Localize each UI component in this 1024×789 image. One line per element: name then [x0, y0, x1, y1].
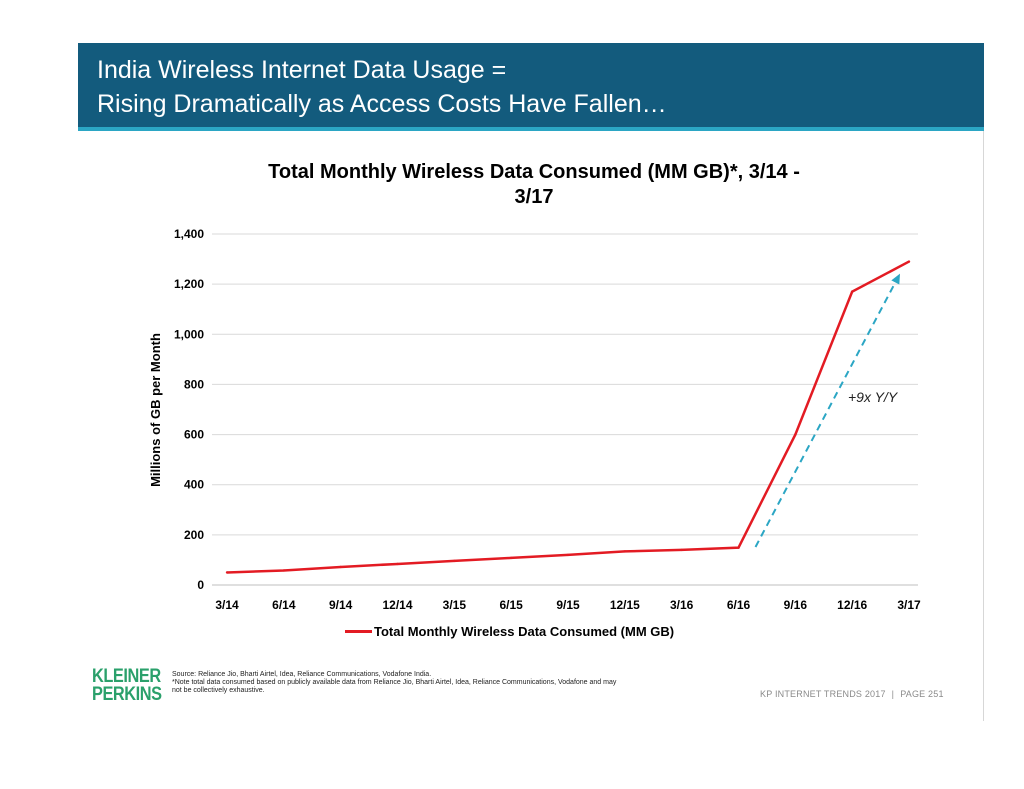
x-tick-label: 12/16	[837, 598, 867, 612]
source-line-3: not be collectively exhaustive.	[172, 687, 265, 694]
report-name: KP INTERNET TRENDS 2017	[760, 689, 886, 699]
footer-separator: |	[891, 689, 895, 699]
slide-title-line-1: India Wireless Internet Data Usage =	[97, 56, 507, 84]
kleiner-perkins-logo: KLEINER PERKINS	[92, 666, 162, 705]
growth-arrow	[754, 280, 898, 548]
source-line-2: *Note total data consumed based on publi…	[172, 679, 617, 686]
chart-title-line-2: 3/17	[514, 186, 554, 208]
chart-title: Total Monthly Wireless Data Consumed (MM…	[200, 160, 868, 210]
y-tick-label: 1,200	[174, 277, 204, 291]
chart-title-line-1: Total Monthly Wireless Data Consumed (MM…	[268, 161, 800, 183]
series-point	[225, 571, 229, 574]
series-point	[509, 556, 513, 560]
x-tick-label: 3/14	[215, 598, 239, 612]
y-tick-label: 1,000	[174, 327, 204, 341]
y-tick-label: 0	[197, 578, 204, 592]
y-tick-label: 800	[184, 377, 204, 391]
series-point	[282, 569, 286, 572]
y-tick-label: 600	[184, 428, 204, 442]
chart-gridlines	[212, 233, 918, 536]
series-points	[225, 260, 911, 574]
y-tick-label: 1,400	[174, 227, 204, 241]
x-tick-label: 3/17	[897, 598, 921, 612]
source-line-1: Source: Reliance Jio, Bharti Airtel, Ide…	[172, 671, 432, 678]
legend-swatch	[345, 630, 372, 633]
annotation-group: +9x Y/Y	[754, 273, 900, 548]
x-tick-label: 9/15	[556, 598, 580, 612]
x-tick-label: 3/15	[443, 598, 467, 612]
series-point	[737, 546, 740, 549]
x-tick-label: 6/16	[727, 598, 751, 612]
slide-header: India Wireless Internet Data Usage = Ris…	[78, 43, 984, 127]
series-line-wireless-data	[226, 260, 910, 574]
series-point	[623, 550, 627, 553]
x-tick-label: 6/14	[272, 598, 296, 612]
series-point	[850, 290, 854, 293]
header-accent-bar	[78, 127, 984, 131]
series-point	[907, 260, 911, 263]
legend-label: Total Monthly Wireless Data Consumed (MM…	[374, 624, 675, 639]
logo-line-2: PERKINS	[92, 684, 162, 705]
slide-title-line-2: Rising Dramatically as Access Costs Have…	[97, 90, 667, 118]
series-point	[396, 562, 399, 566]
y-tick-label: 200	[184, 528, 204, 542]
x-tick-label: 6/15	[499, 598, 523, 612]
series-point	[453, 559, 456, 563]
y-axis-tick-labels: 0 200 400 600 800 1,000 1,200 1,400	[174, 227, 204, 592]
logo-line-1: KLEINER	[92, 666, 161, 687]
x-axis-tick-labels: 3/14 6/14 9/14 12/14 3/15 6/15 9/15 12/15 3/16 6/…	[215, 598, 921, 612]
x-tick-label: 9/14	[329, 598, 353, 612]
y-axis-label: Millions of GB per Month	[148, 333, 163, 487]
series-point	[339, 565, 342, 569]
y-tick-label: 400	[184, 478, 204, 492]
growth-annotation: +9x Y/Y	[848, 389, 899, 405]
source-note: Source: Reliance Jio, Bharti Airtel, Ide…	[172, 671, 742, 695]
page-number: PAGE 251	[900, 689, 944, 699]
x-tick-label: 12/14	[382, 598, 412, 612]
x-tick-label: 3/16	[670, 598, 694, 612]
x-tick-label: 9/16	[784, 598, 808, 612]
line-chart: 0 200 400 600 800 1,000 1,200 1,400 3/14 6/14 9/1…	[148, 227, 921, 612]
slide-right-border	[983, 131, 984, 721]
page-footer: KP INTERNET TRENDS 2017 | PAGE 251	[760, 689, 944, 699]
series-point	[566, 553, 570, 557]
growth-arrow-head	[891, 273, 900, 285]
x-tick-label: 12/15	[610, 598, 640, 612]
chart-legend: Total Monthly Wireless Data Consumed (MM…	[345, 624, 674, 639]
series-point	[680, 548, 683, 552]
series-point	[794, 433, 797, 436]
